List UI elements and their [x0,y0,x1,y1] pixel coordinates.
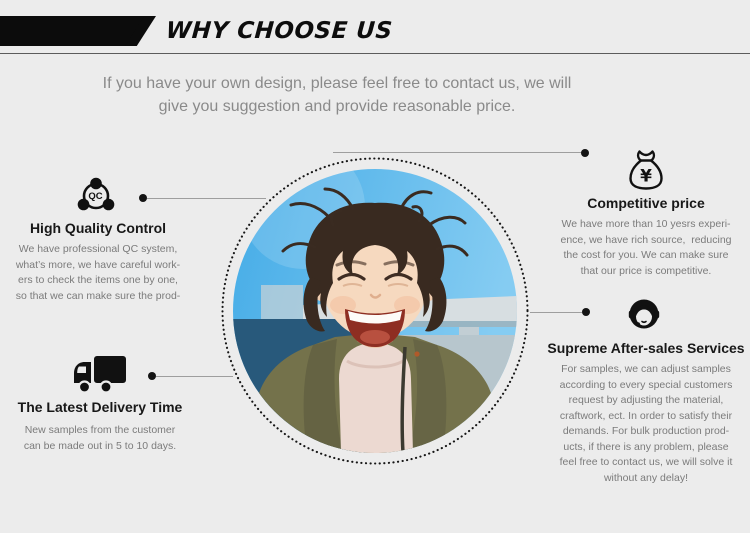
connector-line [333,152,581,153]
feature-body-quality: We have professional QC system, what’s m… [15,243,181,302]
feature-title-aftersales: Supreme After-sales Services [547,340,745,356]
header-divider [0,53,750,54]
intro-text: If you have your own design, please feel… [102,75,572,115]
page-title: WHY CHOOSE US [165,18,394,44]
feature-title-delivery: The Latest Delivery Time [17,399,183,415]
connector-dot [582,308,590,316]
feature-body-aftersales: For samples, we can adjust samples accor… [559,363,733,484]
headset-agent-icon [628,299,660,329]
hero-photo [233,169,517,453]
connector-line [156,376,233,377]
money-bag-icon: ¥ [629,150,663,190]
connector-dot [139,194,147,202]
qc-icon-label: QC [88,191,102,202]
connector-line [147,198,266,199]
header-bar-shape [0,16,145,46]
dotted-circle-decoration [221,157,529,465]
connector-dot [148,372,156,380]
connector-line [530,312,582,313]
feature-title-price: Competitive price [587,195,705,211]
feature-title-quality: High Quality Control [29,220,167,236]
feature-body-delivery: New samples from the customer can be mad… [23,424,177,452]
feature-body-price: We have more than 10 yesrs experi- ence,… [560,218,732,277]
delivery-truck-icon [74,356,126,394]
connector-dot [581,149,589,157]
yen-symbol: ¥ [640,167,652,187]
qc-badge-icon: QC [77,177,115,211]
